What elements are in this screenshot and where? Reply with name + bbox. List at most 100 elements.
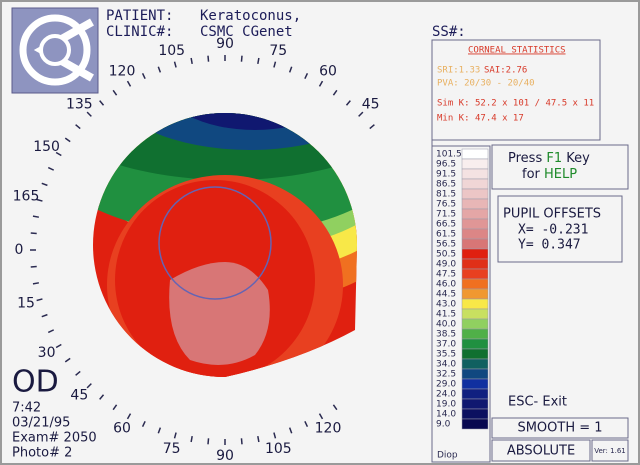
scale-swatch bbox=[461, 338, 489, 350]
ring-tick bbox=[345, 100, 351, 106]
ring-tick bbox=[157, 66, 162, 73]
mode-box[interactable] bbox=[491, 439, 591, 462]
scale-swatch bbox=[461, 398, 489, 410]
stats-title: CORNEAL STATISTICS bbox=[468, 46, 566, 56]
min-k-label: Min K: bbox=[437, 114, 470, 124]
scale-swatch bbox=[461, 408, 489, 420]
scale-label: 34.0 bbox=[436, 360, 456, 370]
scale-swatch bbox=[461, 358, 489, 370]
ring-tick bbox=[86, 111, 92, 117]
scale-swatch bbox=[461, 318, 489, 330]
ring-tick bbox=[141, 72, 146, 80]
scale-swatch bbox=[461, 368, 489, 380]
clinic-name: CSMC CGenet bbox=[200, 24, 293, 40]
sim-k: 52.2 x 101 / 47.5 x 11 bbox=[475, 99, 594, 109]
ring-tick bbox=[332, 404, 338, 411]
ring-label: 90 bbox=[216, 448, 234, 464]
ring-tick bbox=[257, 435, 260, 443]
scale-label: 96.5 bbox=[436, 160, 456, 170]
scale-swatch bbox=[461, 328, 489, 340]
ring-tick bbox=[141, 420, 146, 428]
smooth-box[interactable] bbox=[491, 417, 629, 439]
ring-tick bbox=[257, 57, 260, 65]
scale-label: 38.5 bbox=[436, 330, 456, 340]
ring-tick bbox=[55, 151, 62, 157]
eye: OD bbox=[12, 365, 59, 400]
sri: SRI:1.33 bbox=[437, 66, 480, 76]
logo bbox=[11, 7, 99, 94]
mode[interactable]: ABSOLUTE bbox=[507, 444, 575, 459]
ring-label: 120 bbox=[109, 64, 136, 80]
ring-tick bbox=[30, 265, 37, 268]
scale-swatch bbox=[461, 308, 489, 320]
sim-k-label: Sim K: bbox=[437, 99, 470, 109]
scale-swatch bbox=[461, 388, 489, 400]
ring-tick bbox=[64, 357, 71, 363]
scale-label: 61.5 bbox=[436, 230, 456, 240]
scale-label: 46.0 bbox=[436, 280, 456, 290]
pupil-title: PUPIL OFFSETS bbox=[503, 207, 601, 222]
press: Press bbox=[508, 151, 542, 166]
ss-label: SS#: bbox=[432, 24, 466, 40]
scale-label: 41.5 bbox=[436, 310, 456, 320]
scale-label: 50.5 bbox=[436, 250, 456, 260]
color-scale: 101.596.591.586.581.576.571.566.561.556.… bbox=[436, 148, 489, 430]
scale-swatch bbox=[461, 178, 489, 190]
ring-label: 45 bbox=[362, 96, 380, 112]
ring-tick bbox=[112, 89, 118, 96]
ring-label: 15 bbox=[17, 295, 35, 311]
pupil-x: X= -0.231 bbox=[518, 223, 588, 238]
smooth[interactable]: SMOOTH = 1 bbox=[517, 421, 602, 436]
ring-tick bbox=[304, 420, 309, 428]
ring-label: 135 bbox=[66, 96, 93, 112]
help[interactable]: HELP bbox=[544, 167, 577, 182]
ring-tick bbox=[332, 89, 338, 96]
scale-swatch bbox=[461, 268, 489, 280]
scale-label: 40.0 bbox=[436, 320, 456, 330]
ring-tick bbox=[126, 413, 132, 420]
ring-label: 90 bbox=[216, 36, 234, 52]
ring-label: 150 bbox=[33, 139, 60, 155]
scale-swatch bbox=[461, 218, 489, 230]
exam-time: 7:42 bbox=[12, 401, 41, 416]
scale-swatch bbox=[461, 378, 489, 390]
ring-label: 120 bbox=[315, 420, 342, 436]
ring-tick bbox=[157, 427, 162, 434]
scale-swatch bbox=[461, 188, 489, 200]
ring-tick bbox=[173, 61, 177, 68]
ring-label: 75 bbox=[163, 441, 181, 457]
ring-tick bbox=[318, 80, 324, 87]
version: Ver: 1.61 bbox=[594, 447, 625, 455]
key[interactable]: F1 bbox=[546, 151, 562, 166]
scale-label: 47.5 bbox=[436, 270, 456, 280]
pva: PVA: 20/30 - 20/40 bbox=[437, 79, 535, 89]
ring-tick bbox=[55, 343, 62, 349]
scale-label: 56.5 bbox=[436, 240, 456, 250]
scale-label: 35.5 bbox=[436, 350, 456, 360]
scale-label: 14.0 bbox=[436, 410, 456, 420]
scale-label: 81.5 bbox=[436, 190, 456, 200]
scale-swatch bbox=[461, 418, 489, 430]
min-k: 47.4 x 17 bbox=[475, 114, 524, 124]
scale-swatch bbox=[461, 298, 489, 310]
ring-tick bbox=[318, 413, 324, 420]
ring-tick bbox=[75, 124, 81, 130]
ring-tick bbox=[41, 182, 48, 187]
help-line-2: for HELP bbox=[522, 167, 577, 182]
scale-unit: Diop bbox=[437, 451, 458, 461]
ring-label: 60 bbox=[113, 420, 131, 436]
scale-swatch bbox=[461, 258, 489, 270]
scale-swatch bbox=[461, 208, 489, 220]
clinic-label: CLINIC#: bbox=[106, 24, 173, 40]
scale-label: 76.5 bbox=[436, 200, 456, 210]
esc-exit[interactable]: ESC- Exit bbox=[508, 395, 567, 410]
exam-number: Exam# 2050 bbox=[12, 431, 97, 446]
version-box bbox=[591, 439, 629, 462]
ring-tick bbox=[358, 111, 364, 117]
ring-label: 30 bbox=[38, 345, 56, 361]
ring-tick bbox=[207, 438, 210, 445]
scale-label: 9.0 bbox=[436, 420, 451, 430]
ring-tick bbox=[30, 232, 37, 235]
scale-swatch bbox=[461, 288, 489, 300]
scale-label: 32.5 bbox=[436, 370, 456, 380]
